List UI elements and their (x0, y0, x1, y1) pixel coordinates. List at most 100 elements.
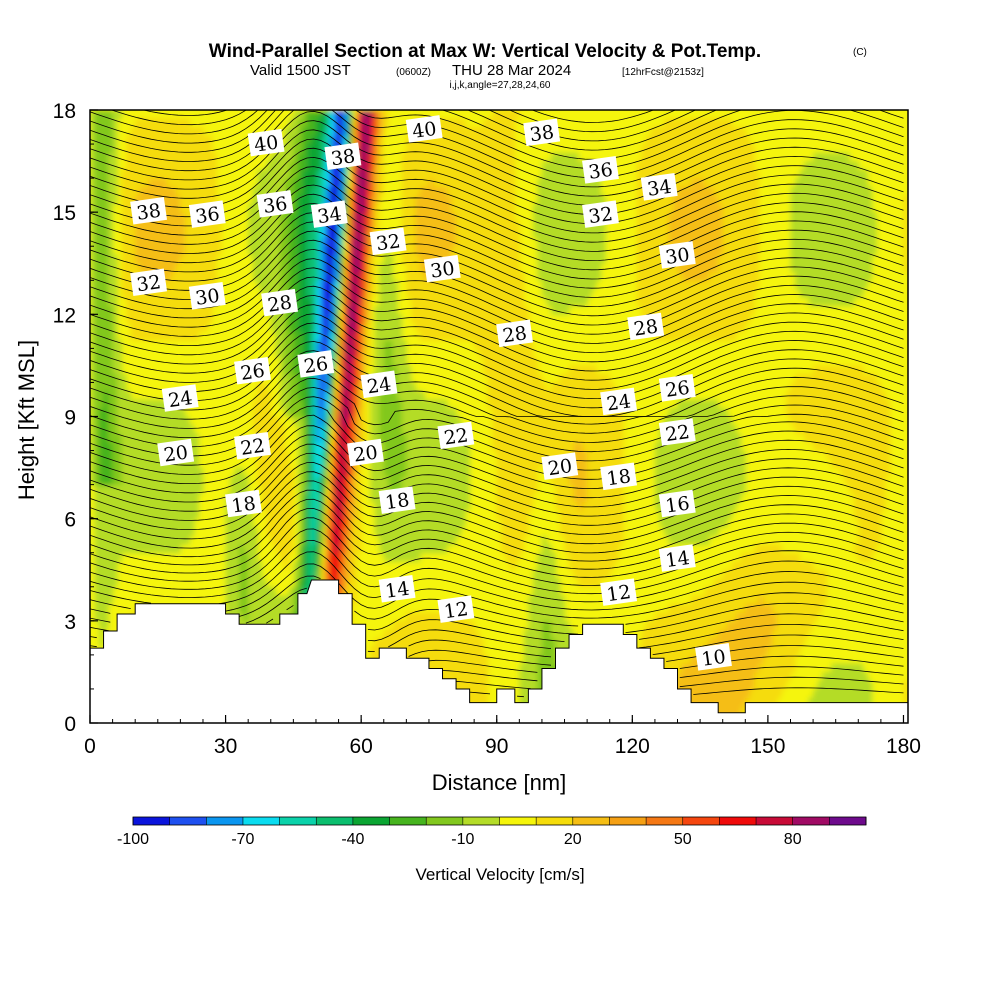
isentrope-line (90, 587, 904, 635)
isentrope-label: 32 (582, 200, 619, 228)
colorbar-tick-label: -40 (341, 831, 364, 848)
grid-indices: i,j,k,angle=27,28,24,60 (450, 80, 551, 91)
isentrope-line (90, 193, 904, 280)
colorbar-swatch (829, 817, 867, 825)
isentrope-line (90, 350, 904, 425)
isentrope-label: 32 (369, 227, 407, 255)
colorbar-label: Vertical Velocity [cm/s] (415, 865, 584, 884)
isentrope-label-text: 28 (501, 322, 528, 347)
isentrope-line (90, 175, 904, 262)
isentrope-line (90, 471, 904, 545)
valid-utc: (0600Z) (396, 67, 431, 78)
isentrope-label: 14 (378, 574, 416, 603)
isentrope-line (90, 212, 904, 298)
isentrope-line (142, 110, 677, 133)
isentrope-line (90, 258, 904, 344)
isentrope-label: 12 (437, 595, 475, 623)
isentrope-label-text: 34 (646, 176, 673, 201)
isentrope-label-text: 40 (253, 132, 280, 157)
isentrope-line (90, 184, 904, 271)
isentrope-label: 36 (256, 190, 294, 218)
isentrope-line (90, 166, 904, 252)
y-tick-label: 12 (53, 304, 76, 327)
x-tick-label: 150 (750, 735, 785, 758)
isentrope-label: 36 (188, 200, 226, 228)
isentrope-line (90, 377, 904, 453)
x-tick-label: 0 (84, 735, 96, 758)
isentrope-line (90, 341, 904, 417)
y-tick-label: 9 (64, 407, 76, 430)
colorbar-swatch (792, 817, 830, 825)
isentrope-line (90, 230, 904, 317)
isentrope-label: 20 (157, 438, 195, 467)
isentrope-label-text: 32 (587, 203, 614, 228)
isentrope-label-text: 20 (352, 441, 379, 466)
chart-title: Wind-Parallel Section at Max W: Vertical… (209, 41, 761, 62)
isentrope-line (90, 462, 904, 535)
isentrope-label: 30 (188, 282, 226, 310)
isentrope-label: 36 (582, 156, 619, 184)
isentrope-label: 20 (541, 452, 579, 480)
isentrope-line (90, 452, 904, 526)
isentrope-label: 22 (437, 421, 475, 449)
isentrope-label-text: 30 (429, 258, 456, 283)
isentrope-line (90, 147, 904, 234)
colorbar-swatch (536, 817, 574, 825)
isentrope-line (90, 313, 904, 400)
colorbar-tick-label: -100 (117, 831, 149, 848)
colorbar-swatch (609, 817, 647, 825)
y-tick-label: 6 (64, 509, 76, 532)
isentrope-label: 30 (658, 241, 696, 269)
y-tick-label: 15 (53, 202, 76, 225)
isentrope-line (90, 120, 904, 206)
colorbar-tick-label: -70 (231, 831, 254, 848)
isentrope-line (90, 489, 904, 562)
valid-date: THU 28 Mar 2024 (452, 62, 571, 79)
isentrope-label: 16 (658, 489, 696, 518)
isentrope-line (90, 396, 904, 471)
isentrope-label-text: 26 (239, 360, 266, 385)
isentrope-line (90, 276, 904, 363)
isentrope-label-text: 26 (302, 353, 329, 378)
colorbar-tick-label: 50 (674, 831, 692, 848)
isentrope-label: 30 (423, 254, 461, 283)
isentrope-line (110, 110, 697, 142)
colorbar-swatch (389, 817, 427, 825)
isentrope-label-text: 24 (605, 390, 632, 415)
isentrope-label-text: 28 (632, 315, 659, 340)
y-tick-label: 18 (53, 100, 76, 123)
y-axis-label: Height [Kft MSL] (14, 340, 39, 500)
colorbar-swatch (462, 817, 500, 825)
isentrope-label-text: 18 (384, 489, 411, 514)
colorbar-tick-label: 20 (564, 831, 582, 848)
isentrope-label-text: 22 (239, 435, 266, 460)
isentrope-line (90, 425, 904, 499)
isentrope-label: 38 (130, 196, 168, 225)
copyright-mark: (C) (853, 47, 867, 58)
colorbar-swatch (719, 817, 757, 825)
isentrope-line (90, 331, 904, 417)
isentrope-label-text: 24 (366, 373, 393, 398)
isentrope-label-text: 34 (316, 203, 343, 228)
isentrope-line (90, 539, 904, 603)
isentrope-label: 18 (378, 486, 416, 514)
x-tick-label: 30 (214, 735, 237, 758)
terrain-mask (89, 579, 909, 724)
isentrope-label-text: 16 (664, 492, 691, 517)
isentrope-label-text: 22 (664, 421, 691, 446)
isentrope-label: 18 (225, 489, 262, 518)
isentrope-line (90, 575, 904, 627)
isentrope-label-text: 24 (167, 387, 194, 412)
isentrope-line (531, 110, 655, 123)
isentrope-label: 38 (523, 118, 561, 146)
isentrope-line (90, 359, 904, 434)
isentrope-label: 26 (234, 356, 271, 385)
isentrope-label: 22 (234, 431, 271, 460)
valid-prefix: Valid 1500 JST (250, 62, 351, 79)
isentrope-label: 24 (360, 370, 398, 398)
isentrope-label-text: 32 (375, 230, 402, 255)
isentrope-label-text: 36 (262, 193, 289, 218)
isentrope-label-text: 32 (135, 271, 162, 296)
colorbar-swatch (242, 817, 280, 825)
